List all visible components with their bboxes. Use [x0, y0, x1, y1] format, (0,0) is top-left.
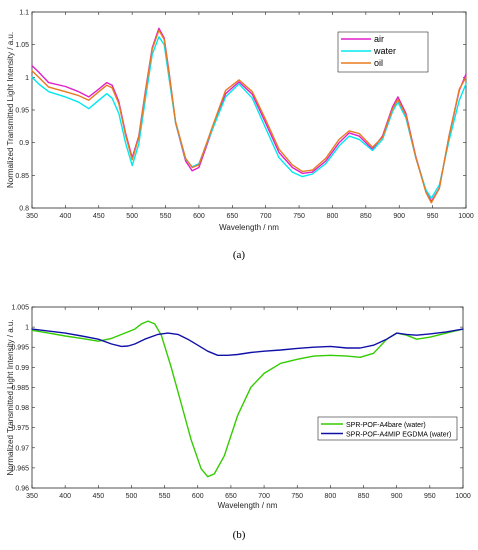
legend-label: water	[373, 46, 396, 56]
x-axis-label: Wavelength / nm	[219, 223, 279, 232]
x-tick-label: 600	[192, 493, 204, 500]
x-tick-label: 450	[92, 493, 104, 500]
series-line-air	[31, 27, 467, 203]
y-tick-label: 0.85	[15, 173, 29, 180]
series-line-spr-pof-a4mip-egdma-water-	[31, 328, 464, 356]
chart-a: 350 400 450 500 550 600 650 700 750 800 850 900 950 1…	[6, 10, 474, 262]
y-tick-label: 0.985	[11, 385, 29, 392]
x-tick-label: 900	[393, 213, 405, 220]
x-tick-label: 750	[291, 493, 303, 500]
x-tick-label: 550	[160, 213, 172, 220]
y-tick-label: 0.8	[19, 206, 29, 213]
figure-caption: (b)	[233, 529, 246, 541]
x-tick-label: 700	[260, 213, 272, 220]
y-tick-label: 1	[25, 75, 29, 82]
y-tick-label: 0.965	[11, 465, 29, 472]
y-tick-label: 0.995	[11, 345, 29, 352]
y-tick-label: 0.96	[15, 486, 29, 493]
x-tick-label: 350	[26, 493, 38, 500]
y-tick-label: 0.99	[15, 365, 29, 372]
x-axis-label: Wavelength / nm	[218, 501, 278, 510]
x-tick-label: 650	[225, 493, 237, 500]
x-tick-label: 1000	[458, 213, 474, 220]
x-tick-label: 850	[358, 493, 370, 500]
x-tick-label: 550	[159, 493, 171, 500]
series-line-water	[31, 36, 467, 199]
legend-label: SPR-POF-A4MIP EGDMA (water)	[346, 432, 451, 439]
y-axis-label: Normalized Transmitted Light Intensity /…	[6, 319, 15, 475]
x-tick-label: 750	[293, 213, 305, 220]
series-line-oil	[31, 29, 467, 204]
x-tick-label: 700	[258, 493, 270, 500]
x-tick-label: 450	[93, 213, 105, 220]
x-tick-label: 950	[424, 493, 436, 500]
x-tick-label: 350	[26, 213, 38, 220]
y-tick-label: 0.98	[15, 405, 29, 412]
figure-caption: (a)	[233, 249, 246, 261]
y-tick-label: 0.975	[11, 425, 29, 432]
x-tick-label: 500	[126, 213, 138, 220]
y-tick-label: 0.95	[15, 108, 29, 115]
chart-b: 350 400 450 500 550 600 650 700 750 800 850 900 950 1…	[6, 305, 471, 542]
y-tick-label: 1.1	[19, 10, 29, 17]
legend-label: oil	[374, 58, 383, 68]
y-tick-label: 0.9	[19, 140, 29, 147]
y-tick-label: 0.97	[15, 445, 29, 452]
legend-label: air	[374, 34, 384, 44]
y-tick-label: 1	[25, 325, 29, 332]
x-tick-label: 400	[59, 493, 71, 500]
x-tick-label: 800	[327, 213, 339, 220]
y-tick-label: 1.05	[15, 42, 29, 49]
x-tick-label: 400	[60, 213, 72, 220]
x-tick-label: 500	[126, 493, 138, 500]
x-tick-label: 900	[391, 493, 403, 500]
x-tick-label: 850	[360, 213, 372, 220]
x-tick-label: 950	[427, 213, 439, 220]
y-axis-label: Normalized Transmitted Light Intensity /…	[6, 32, 15, 188]
x-tick-label: 1000	[455, 493, 471, 500]
x-tick-label: 650	[226, 213, 238, 220]
legend-box	[317, 416, 458, 441]
x-tick-label: 800	[325, 493, 337, 500]
legend-label: SPR-POF-A4bare (water)	[346, 422, 426, 429]
y-tick-label: 1.005	[11, 305, 29, 312]
x-tick-label: 600	[193, 213, 205, 220]
